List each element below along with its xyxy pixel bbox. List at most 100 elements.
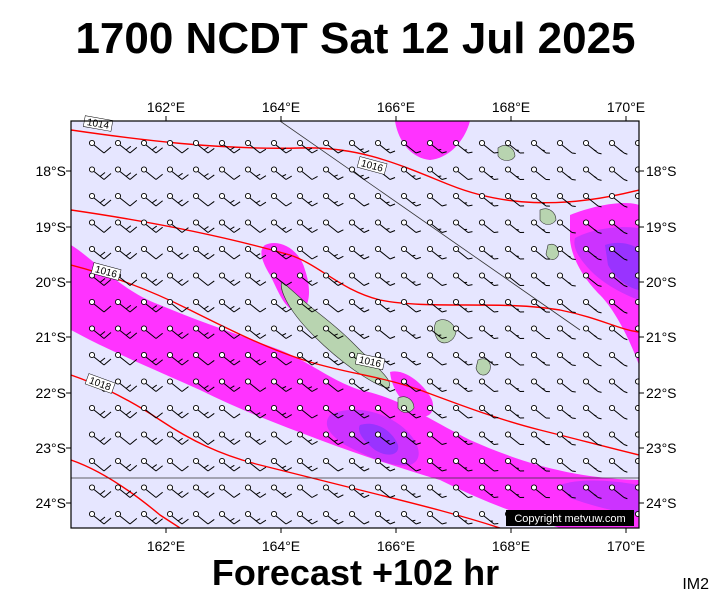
wind-barb — [556, 351, 576, 367]
wind-barb — [504, 325, 525, 339]
wind-barb — [556, 431, 576, 446]
wind-barb — [556, 219, 576, 234]
wind-barb — [374, 457, 396, 472]
wind-barb — [634, 431, 639, 438]
forecast-label: Forecast +102 hr — [211, 552, 500, 593]
wind-barb — [348, 245, 370, 260]
wind-barb — [582, 404, 602, 420]
wind-barb — [426, 351, 447, 366]
lat-tick-label: 18°S — [646, 163, 677, 179]
wind-barb — [114, 166, 138, 180]
wind-barb — [608, 219, 628, 235]
wind-barb — [114, 484, 138, 498]
lon-tick-label: 162°E — [147, 538, 185, 554]
wind-barb — [582, 272, 602, 287]
wind-barb — [192, 245, 215, 260]
lon-tick-label: 164°E — [262, 538, 300, 554]
lon-tick-label: 166°E — [377, 538, 415, 554]
wind-barb — [348, 378, 370, 392]
wind-barb — [192, 219, 215, 233]
wind-barb — [140, 484, 163, 498]
wind-barb — [582, 139, 602, 155]
wind-barb — [166, 298, 189, 313]
wind-barb — [114, 139, 138, 154]
wind-barb — [608, 378, 628, 394]
wind-barb — [192, 325, 215, 339]
wind-barb — [452, 351, 473, 366]
wind-barb — [452, 272, 473, 286]
wind-barb — [374, 325, 396, 339]
wind-barb — [140, 245, 163, 260]
wind-barb — [400, 192, 421, 207]
wind-barb — [582, 219, 602, 234]
wind-barb — [166, 404, 189, 419]
wind-barb — [504, 378, 525, 392]
wind-barb — [426, 484, 447, 498]
wind-barb — [634, 484, 639, 491]
wind-barb — [270, 378, 292, 392]
wind-barb — [504, 351, 525, 366]
lat-tick-label: 23°S — [35, 440, 66, 456]
wind-barb — [530, 298, 550, 313]
wind-barb — [556, 404, 576, 420]
wind-barb — [608, 192, 628, 208]
wind-barb — [218, 166, 241, 180]
wind-barb — [296, 272, 318, 286]
wind-barb — [270, 457, 292, 472]
wind-barb — [114, 298, 138, 313]
wind-barb — [504, 272, 525, 286]
wind-barb — [608, 484, 628, 500]
wind-barb — [88, 431, 112, 445]
wind-barb — [244, 510, 267, 525]
isobar-1016-mid — [71, 264, 639, 456]
wind-barb — [244, 272, 267, 286]
wind-barb — [218, 219, 241, 233]
wind-barb — [348, 219, 370, 233]
wind-barb — [88, 166, 112, 180]
wind-barb — [400, 272, 421, 286]
wind-barb — [634, 404, 639, 412]
wind-barb — [426, 139, 447, 154]
wind-barb — [400, 378, 421, 392]
wind-barb — [140, 325, 163, 339]
wind-barb — [634, 219, 639, 226]
wind-barb — [452, 431, 473, 445]
lat-tick-label: 18°S — [35, 163, 66, 179]
wind-barb — [478, 166, 499, 180]
wind-barb — [426, 272, 447, 286]
wind-barb — [400, 219, 421, 233]
wind-barb — [504, 298, 525, 313]
wind-barb — [296, 431, 318, 445]
wind-barb — [244, 378, 267, 392]
wind-barb — [140, 351, 163, 366]
wind-barb — [166, 378, 189, 392]
wind-barb — [140, 457, 163, 472]
wind-barb — [426, 298, 447, 313]
lat-tick-label: 21°S — [646, 329, 677, 345]
wind-barb — [244, 245, 267, 260]
wind-barb — [478, 219, 499, 233]
wind-barb — [166, 245, 189, 260]
island-lifou — [475, 358, 491, 376]
wind-barb — [166, 457, 189, 472]
wind-barb — [400, 166, 421, 180]
wind-barb — [114, 510, 138, 525]
wind-barb — [140, 166, 163, 180]
wind-barb — [244, 404, 267, 419]
wind-barb — [166, 351, 189, 366]
wind-barb — [192, 484, 215, 498]
rain-band-loyalty — [390, 371, 434, 417]
wind-barb — [114, 404, 138, 419]
wind-barb — [270, 166, 292, 180]
wind-barb — [374, 431, 396, 445]
wind-barb — [140, 192, 163, 207]
wind-barb — [556, 298, 576, 314]
wind-barb — [556, 139, 576, 155]
wind-barb — [530, 431, 550, 446]
wind-barb — [88, 404, 112, 419]
copyright-box — [506, 510, 634, 526]
wind-barb — [270, 298, 292, 313]
wind-barb — [218, 431, 241, 445]
wind-barb — [478, 298, 499, 313]
wind-barb — [556, 166, 576, 181]
